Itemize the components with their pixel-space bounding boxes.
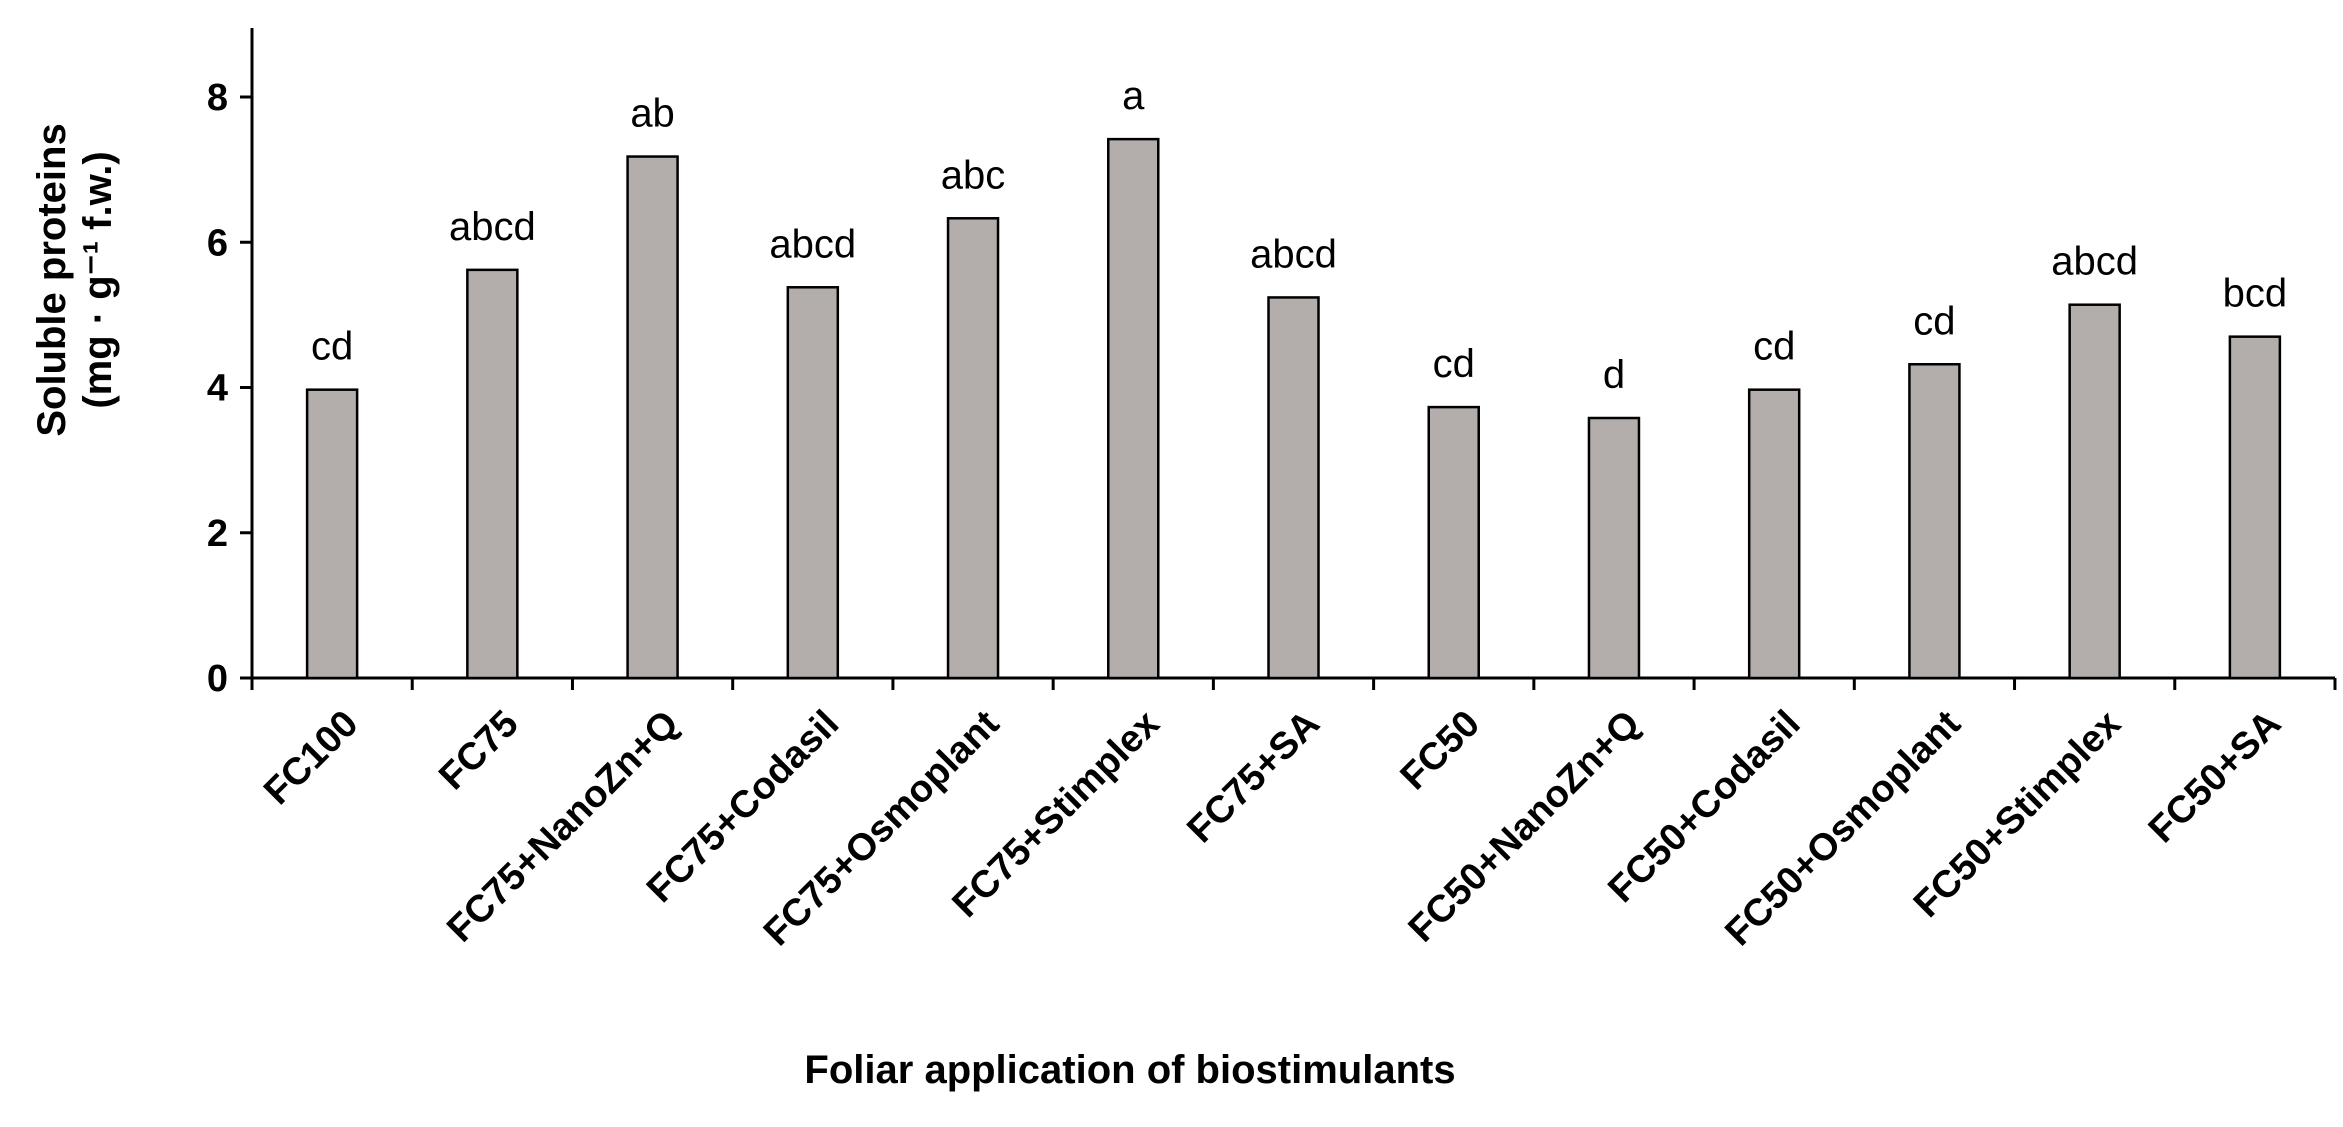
- y-tick-label: 6: [207, 222, 228, 264]
- data-label: cd: [311, 325, 353, 369]
- bar: [1908, 363, 1961, 680]
- y-tick-label: 0: [207, 658, 228, 700]
- category-label: FC100: [256, 703, 366, 813]
- y-tick-label: 4: [207, 368, 228, 410]
- category-label: FC50+SA: [2141, 703, 2289, 851]
- y-tick-label: 2: [207, 513, 228, 555]
- bar: [1267, 296, 1320, 680]
- data-label: abcd: [449, 205, 536, 249]
- x-axis-title: Foliar application of biostimulants: [804, 1048, 1455, 1092]
- data-label: cd: [1753, 325, 1795, 369]
- data-label: ab: [630, 92, 675, 136]
- plot-area: 02468cdFC100abcdFC75abFC75+NanoZn+QabcdF…: [207, 28, 2337, 954]
- data-label: bcd: [2223, 272, 2288, 316]
- bar: [1747, 388, 1801, 680]
- y-axis-title: Soluble proteins (mg · g⁻¹ f.w.): [30, 123, 120, 436]
- bar: [2068, 303, 2121, 680]
- data-label: cd: [1433, 342, 1475, 386]
- category-label: FC75: [431, 703, 526, 798]
- bar: [466, 268, 519, 680]
- bar: [1587, 416, 1641, 680]
- data-label: abcd: [769, 222, 856, 266]
- data-label: cd: [1913, 299, 1955, 343]
- data-label: abcd: [1250, 232, 1337, 276]
- y-tick-label: 8: [207, 77, 228, 119]
- bar: [946, 217, 1000, 680]
- bar: [786, 286, 840, 680]
- bar: [2228, 335, 2282, 680]
- bar: [305, 388, 359, 680]
- data-label: d: [1603, 353, 1625, 397]
- data-label: abc: [941, 153, 1006, 197]
- data-label: abcd: [2051, 240, 2138, 284]
- bar: [1427, 405, 1480, 680]
- bar: [1107, 137, 1160, 680]
- category-label: FC50: [1393, 703, 1488, 798]
- y-axis-title-line2: (mg · g⁻¹ f.w.): [76, 151, 120, 408]
- bar: [626, 155, 679, 680]
- category-label: FC75+SA: [1179, 703, 1327, 851]
- y-axis-title-line1: Soluble proteins: [30, 123, 74, 436]
- data-label: a: [1122, 74, 1145, 118]
